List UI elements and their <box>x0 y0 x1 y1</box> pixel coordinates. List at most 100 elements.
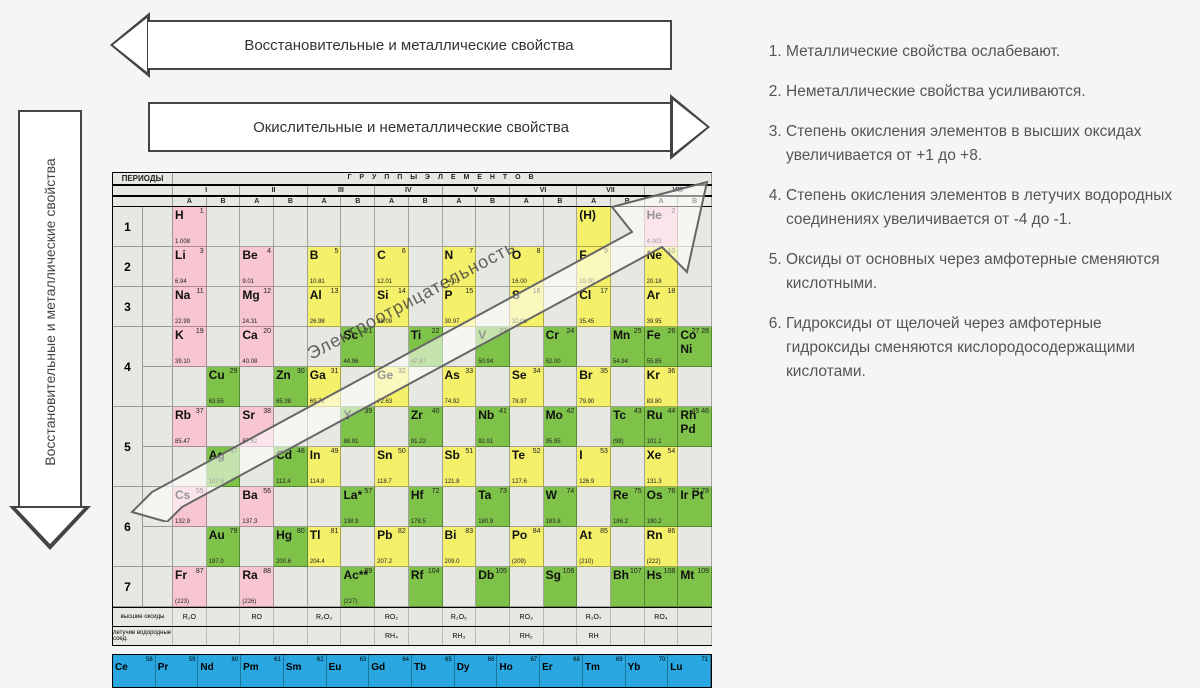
element-cell <box>409 447 443 487</box>
element-cell: La*57138.9 <box>341 487 375 527</box>
subgroup-heading: B <box>274 197 308 206</box>
element-cell: B510.81 <box>308 247 342 287</box>
formula-cell <box>611 608 645 626</box>
group-heading: VI <box>510 186 577 195</box>
element-cell <box>274 247 308 287</box>
element-cell <box>308 407 342 447</box>
period-subrow <box>143 327 173 367</box>
element-cell <box>341 247 375 287</box>
element-cell <box>274 567 308 607</box>
element-cell: Au79197.0 <box>207 527 241 567</box>
element-cell <box>577 567 611 607</box>
lanthanide-cell: Ce58 <box>113 655 156 687</box>
group-heading: IV <box>375 186 442 195</box>
element-cell <box>678 287 712 327</box>
properties-list-item: Гидроксиды от щелочей через амфотерные г… <box>786 312 1180 384</box>
element-cell <box>240 447 274 487</box>
subgroup-heading: B <box>476 197 510 206</box>
element-cell: Ar1839.95 <box>645 287 679 327</box>
element-cell: Se3478.97 <box>510 367 544 407</box>
element-cell: Cr2452.00 <box>544 327 578 367</box>
formula-cell <box>207 608 241 626</box>
element-cell <box>476 447 510 487</box>
element-cell: Cu2963.55 <box>207 367 241 407</box>
period-subrow <box>143 367 173 407</box>
element-cell <box>274 287 308 327</box>
element-cell: Sr3887.62 <box>240 407 274 447</box>
element-cell: Pb82207.2 <box>375 527 409 567</box>
element-cell: At85(210) <box>577 527 611 567</box>
arrow-reducing-label: Восстановительные и металлические свойст… <box>148 20 672 70</box>
arrow-head-left-icon <box>110 12 150 78</box>
element-cell <box>240 207 274 247</box>
element-cell <box>207 247 241 287</box>
element-cell: Db105 <box>476 567 510 607</box>
element-cell: K1939.10 <box>173 327 207 367</box>
element-cell <box>308 567 342 607</box>
element-cell <box>577 327 611 367</box>
element-cell <box>476 367 510 407</box>
subgroup-heading: B <box>544 197 578 206</box>
element-cell: Ne1020.18 <box>645 247 679 287</box>
element-cell: F919.00 <box>577 247 611 287</box>
subgroup-heading: B <box>341 197 375 206</box>
subgroup-heading: A <box>240 197 274 206</box>
element-cell: Br3579.90 <box>577 367 611 407</box>
element-cell: C612.01 <box>375 247 409 287</box>
element-cell: Li36.94 <box>173 247 207 287</box>
period-subrow <box>143 567 173 607</box>
period-number: 6 <box>113 487 143 567</box>
lanthanide-strip: Ce58Pr59Nd60Pm61Sm62Eu63Gd64Tb65Dy66Ho67… <box>112 654 712 688</box>
properties-list: Металлические свойства ослабевают.Немета… <box>760 40 1180 400</box>
element-cell <box>207 207 241 247</box>
element-cell: Al1326.98 <box>308 287 342 327</box>
element-cell <box>678 367 712 407</box>
formula-cell <box>544 608 578 626</box>
lanthanide-cell: Nd60 <box>198 655 241 687</box>
element-cell <box>544 207 578 247</box>
element-cell <box>611 247 645 287</box>
formula-cell <box>678 608 712 626</box>
lanthanide-cell: Dy66 <box>455 655 498 687</box>
element-cell: Ga3169.72 <box>308 367 342 407</box>
element-cell: W74183.8 <box>544 487 578 527</box>
groups-roman-row: IIIIIIIVVVIVIIVIII <box>112 185 712 196</box>
element-cell <box>577 407 611 447</box>
element-cell <box>510 567 544 607</box>
element-cell: Hg80200.6 <box>274 527 308 567</box>
element-cell <box>375 207 409 247</box>
element-cell: Os76190.2 <box>645 487 679 527</box>
period-subrow <box>143 407 173 447</box>
element-cell: He24.003 <box>645 207 679 247</box>
properties-list-item: Степень окисления элементов в высших окс… <box>786 120 1180 168</box>
subgroup-heading: A <box>645 197 679 206</box>
element-cell <box>207 567 241 607</box>
element-cell <box>476 527 510 567</box>
element-cell <box>409 527 443 567</box>
arrow-vertical-metallic: Восстановительные и металлические свойст… <box>18 110 82 550</box>
period-number: 2 <box>113 247 143 287</box>
lanthanide-cell: Yb70 <box>626 655 669 687</box>
element-cell: Ti2247.87 <box>409 327 443 367</box>
element-cell <box>443 327 477 367</box>
formula-cell <box>274 608 308 626</box>
element-cell: As3374.92 <box>443 367 477 407</box>
header-periods-label: ПЕРИОДЫ <box>113 173 173 184</box>
subgroup-heading: A <box>577 197 611 206</box>
element-cell: H11.008 <box>173 207 207 247</box>
element-cell: Co Ni27 28 <box>678 327 712 367</box>
element-cell: Sb51121.8 <box>443 447 477 487</box>
subgroup-heading: A <box>173 197 207 206</box>
arrow-oxidizing-nonmetallic: Окислительные и неметаллические свойства <box>110 102 710 152</box>
element-cell <box>207 487 241 527</box>
group-heading: VII <box>577 186 644 195</box>
element-cell: Be49.01 <box>240 247 274 287</box>
element-cell: V2350.94 <box>476 327 510 367</box>
element-cell <box>678 247 712 287</box>
element-cell <box>274 487 308 527</box>
element-cell <box>510 327 544 367</box>
formula-cell <box>409 608 443 626</box>
group-heading: VIII <box>645 186 712 195</box>
element-cell: S1632.06 <box>510 287 544 327</box>
element-cell <box>678 447 712 487</box>
